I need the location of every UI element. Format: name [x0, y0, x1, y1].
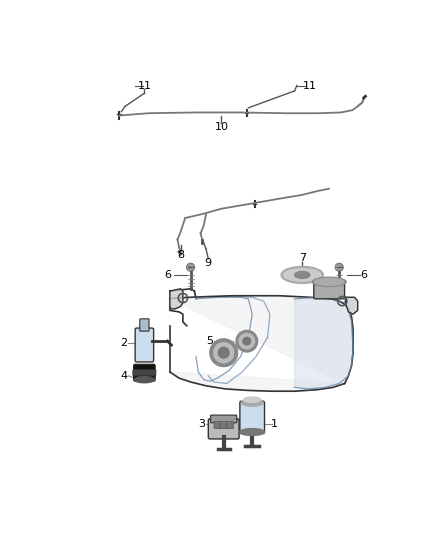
- Text: 1: 1: [271, 419, 278, 429]
- Text: 9: 9: [205, 257, 212, 268]
- FancyBboxPatch shape: [208, 419, 239, 439]
- Ellipse shape: [284, 269, 321, 281]
- Text: 5: 5: [206, 336, 213, 346]
- Text: 8: 8: [177, 250, 184, 260]
- FancyBboxPatch shape: [226, 422, 233, 429]
- Circle shape: [243, 337, 251, 345]
- Ellipse shape: [244, 397, 261, 402]
- FancyBboxPatch shape: [220, 422, 227, 429]
- Ellipse shape: [314, 278, 344, 285]
- FancyBboxPatch shape: [211, 415, 237, 423]
- Text: 10: 10: [214, 122, 228, 132]
- Polygon shape: [170, 289, 183, 309]
- Text: 11: 11: [138, 80, 152, 91]
- FancyBboxPatch shape: [214, 422, 221, 429]
- FancyBboxPatch shape: [140, 319, 149, 331]
- Circle shape: [239, 334, 254, 349]
- Ellipse shape: [294, 271, 310, 278]
- Text: 6: 6: [164, 270, 171, 280]
- Ellipse shape: [241, 399, 263, 406]
- Circle shape: [187, 263, 194, 271]
- Ellipse shape: [134, 377, 155, 383]
- Text: 6: 6: [360, 270, 367, 280]
- Circle shape: [210, 339, 237, 367]
- Circle shape: [236, 330, 258, 352]
- Circle shape: [336, 264, 342, 270]
- Polygon shape: [346, 297, 358, 314]
- Text: 3: 3: [199, 419, 206, 429]
- Text: 7: 7: [299, 253, 306, 263]
- Circle shape: [336, 263, 343, 271]
- Circle shape: [214, 343, 234, 363]
- Circle shape: [187, 264, 194, 270]
- Polygon shape: [170, 296, 353, 391]
- FancyBboxPatch shape: [133, 370, 156, 376]
- FancyBboxPatch shape: [314, 282, 345, 299]
- Circle shape: [218, 348, 229, 358]
- Text: 4: 4: [120, 371, 127, 381]
- Ellipse shape: [281, 266, 323, 284]
- Text: 11: 11: [303, 80, 317, 91]
- Ellipse shape: [312, 277, 346, 287]
- FancyBboxPatch shape: [240, 401, 265, 433]
- FancyBboxPatch shape: [134, 364, 155, 381]
- FancyBboxPatch shape: [135, 328, 154, 362]
- Text: 2: 2: [120, 338, 127, 348]
- Polygon shape: [294, 297, 353, 389]
- Ellipse shape: [240, 429, 265, 435]
